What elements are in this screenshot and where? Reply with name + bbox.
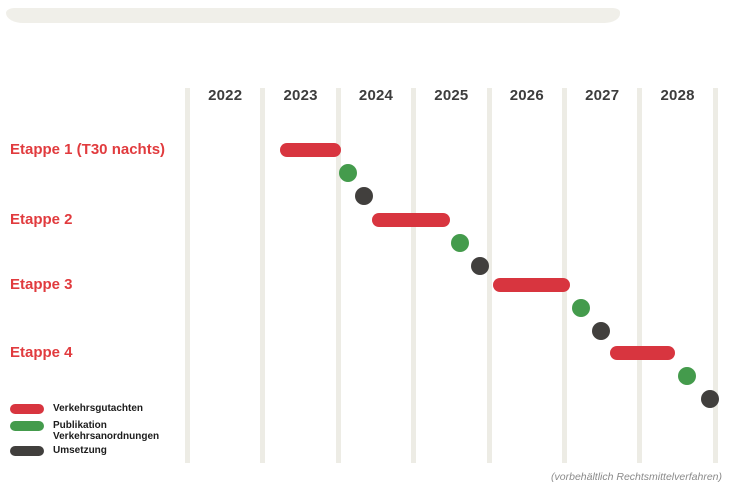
gridline <box>260 88 266 463</box>
dark-pill-icon <box>10 446 44 456</box>
gridline <box>637 88 643 463</box>
publication-dot <box>678 367 697 385</box>
year-label: 2022 <box>208 87 243 104</box>
implementation-dot <box>471 257 490 275</box>
year-label: 2025 <box>434 87 469 104</box>
legend-label: Publikation Verkehrsanordnungen <box>53 420 160 442</box>
gridline <box>185 88 190 463</box>
gridline <box>335 88 341 463</box>
year-label: 2028 <box>660 87 695 104</box>
gantt-bar <box>372 213 450 227</box>
publication-dot <box>339 164 358 182</box>
publication-dot <box>451 234 470 252</box>
row-label: Etappe 2 <box>10 211 73 228</box>
gantt-bar <box>609 346 675 360</box>
publication-dot <box>572 299 591 317</box>
gridline <box>486 88 492 463</box>
year-label: 2024 <box>358 87 394 104</box>
gridline <box>411 88 417 463</box>
row-label: Etappe 1 (T30 nachts) <box>10 141 166 158</box>
row-label: Etappe 3 <box>10 276 73 293</box>
row-label: Etappe 4 <box>10 344 73 361</box>
legend-label: Verkehrsgutachten <box>53 403 144 414</box>
year-label: 2026 <box>509 87 544 104</box>
implementation-dot <box>591 322 610 340</box>
green-pill-icon <box>10 421 44 431</box>
year-label: 2023 <box>283 87 318 104</box>
gantt-bar <box>280 143 342 157</box>
header-card-bottom-edge <box>6 8 620 23</box>
implementation-dot <box>701 390 720 408</box>
red-pill-icon <box>10 404 44 414</box>
gridline <box>562 88 567 463</box>
legend-label: Umsetzung <box>53 445 107 456</box>
footnote: (vorbehältlich Rechtsmittelverfahren) <box>551 471 722 483</box>
year-label: 2027 <box>585 87 620 104</box>
gantt-bar <box>492 278 570 292</box>
gridline <box>712 88 718 463</box>
implementation-dot <box>354 187 373 205</box>
